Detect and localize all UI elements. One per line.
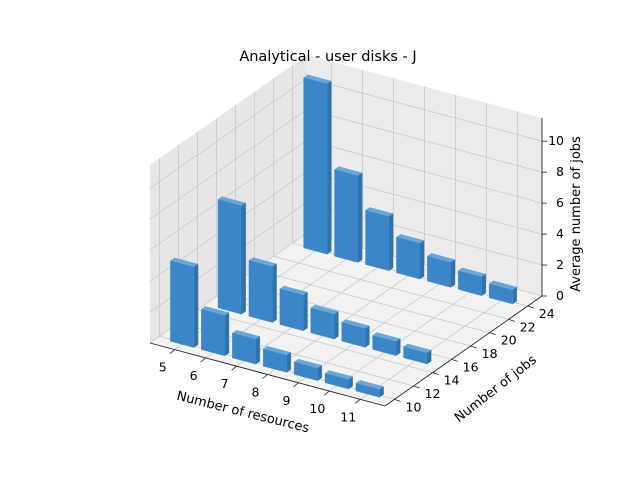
bar bbox=[217, 199, 242, 315]
bars bbox=[170, 74, 518, 398]
bar bbox=[458, 270, 482, 296]
bar bbox=[427, 256, 451, 288]
bar-side bbox=[365, 325, 370, 348]
y-tick-label: 10 bbox=[406, 399, 422, 414]
bar-side bbox=[255, 336, 261, 365]
y-axis-line bbox=[384, 295, 543, 407]
bar-side bbox=[512, 286, 517, 305]
y-tick bbox=[413, 385, 420, 389]
x-tick-label: 11 bbox=[340, 409, 356, 424]
z-tick-label: 10 bbox=[548, 133, 564, 148]
bar bbox=[365, 210, 390, 271]
bar-side bbox=[419, 240, 425, 280]
z-tick-label: 0 bbox=[556, 288, 564, 303]
y-tick bbox=[489, 332, 496, 336]
x-tick-label: 9 bbox=[282, 393, 290, 408]
bar-side bbox=[272, 263, 277, 323]
bar-side bbox=[193, 263, 199, 348]
bar-side bbox=[450, 259, 456, 288]
bar bbox=[396, 237, 421, 280]
bar bbox=[334, 169, 359, 263]
bar-side bbox=[286, 352, 292, 373]
z-tick-label: 2 bbox=[556, 257, 564, 272]
bar-side bbox=[388, 213, 394, 272]
bar bbox=[170, 260, 195, 348]
y-tick-label: 24 bbox=[539, 306, 555, 321]
x-tick-label: 8 bbox=[252, 385, 260, 400]
bar-side bbox=[303, 292, 308, 332]
y-tick bbox=[527, 305, 534, 309]
bar bbox=[324, 373, 349, 390]
z-tick-label: 4 bbox=[556, 226, 564, 241]
x-tick bbox=[231, 365, 237, 371]
x-tick bbox=[355, 399, 361, 404]
bar-side bbox=[357, 172, 363, 263]
bar bbox=[303, 77, 328, 255]
bar-side bbox=[241, 202, 246, 315]
bar bbox=[310, 307, 335, 340]
y-tick bbox=[432, 372, 439, 376]
bar bbox=[488, 283, 513, 305]
x-tick bbox=[262, 374, 268, 379]
y-tick-label: 20 bbox=[501, 333, 517, 348]
y-tick-label: 12 bbox=[425, 386, 441, 401]
x-tick bbox=[200, 357, 206, 363]
bar bbox=[372, 335, 397, 356]
y-tick-label: 18 bbox=[482, 346, 498, 361]
x-tick-label: 5 bbox=[159, 360, 167, 375]
y-tick-label: 14 bbox=[444, 373, 460, 388]
x-tick-label: 6 bbox=[190, 368, 198, 383]
bar bbox=[403, 346, 428, 365]
y-tick-label: 16 bbox=[463, 359, 479, 374]
bar bbox=[201, 309, 225, 357]
x-tick bbox=[293, 382, 299, 388]
x-tick bbox=[169, 349, 175, 354]
bar-side bbox=[326, 80, 332, 255]
x-tick bbox=[324, 390, 330, 396]
x-tick-label: 10 bbox=[309, 401, 325, 416]
bar bbox=[232, 332, 256, 365]
bar-side bbox=[224, 312, 230, 357]
bar bbox=[355, 383, 380, 398]
y-tick bbox=[451, 358, 458, 362]
chart-title: Analytical - user disks - J bbox=[239, 49, 416, 65]
bar-side bbox=[395, 338, 401, 356]
z-tick-label: 6 bbox=[556, 195, 564, 210]
y-tick bbox=[394, 398, 401, 402]
bar-side bbox=[334, 311, 339, 340]
z-axis-label: Average number of jobs bbox=[569, 136, 584, 292]
y-tick bbox=[470, 345, 477, 349]
y-tick-label: 22 bbox=[520, 319, 536, 334]
bar bbox=[293, 361, 318, 381]
x-tick-label: 7 bbox=[221, 376, 229, 391]
z-tick-label: 8 bbox=[556, 164, 564, 179]
y-tick bbox=[508, 318, 515, 322]
bar bbox=[341, 322, 366, 348]
bar-side bbox=[481, 273, 487, 296]
bar bbox=[279, 288, 304, 331]
bar bbox=[248, 260, 273, 323]
bar bbox=[263, 348, 287, 373]
